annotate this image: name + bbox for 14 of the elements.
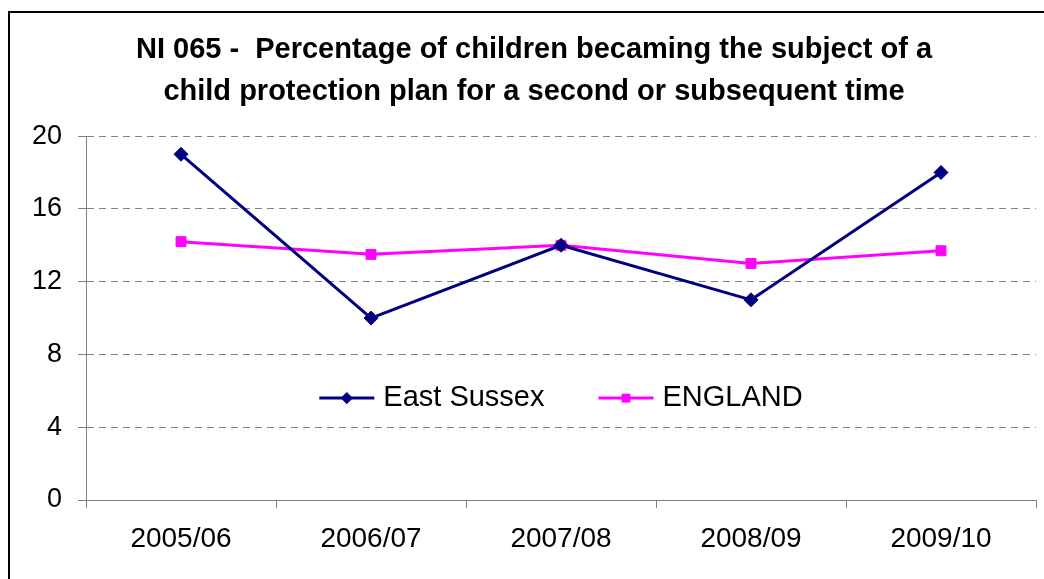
x-tick-label: 2009/10 [890,521,992,553]
legend-label: East Sussex [383,380,545,413]
y-tick-label: 0 [46,483,62,514]
chart-title: NI 065 - Percentage of children becaming the subject of a child protection plan for a second or subsequent time [135,32,933,107]
x-tick-label: 2006/07 [320,521,422,553]
legend-label: ENGLAND [662,380,803,413]
x-tick-label: 2008/09 [700,521,802,553]
y-tick-label: 12 [31,265,62,296]
x-tick-label: 2007/08 [510,521,612,553]
y-tick-label: 20 [31,119,62,150]
y-tick-label: 16 [31,192,62,223]
x-tick-label: 2005/06 [130,521,232,553]
y-tick-label: 4 [46,410,62,441]
y-tick-label: 8 [46,337,62,368]
